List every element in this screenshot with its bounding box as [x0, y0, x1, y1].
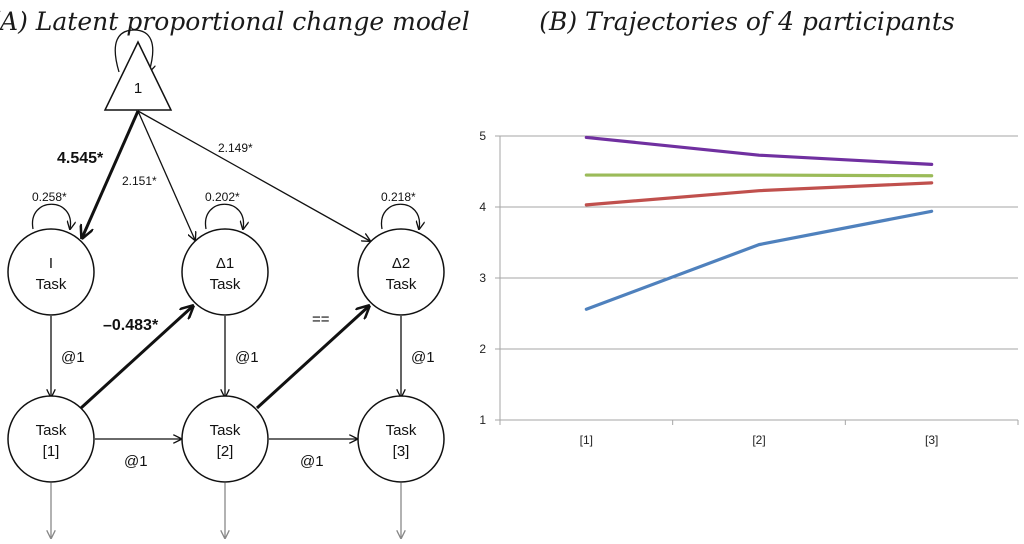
y-tick-label-2: 3: [479, 271, 486, 285]
node-task3-line1: Task: [386, 422, 417, 439]
panel-a: (A) Latent proportional change model 1 4…: [0, 7, 470, 538]
x-tick-label-0: [1]: [580, 433, 593, 447]
proportion-path-1: [79, 306, 193, 410]
node-delta2-line1: Δ2: [392, 255, 410, 272]
constant-variance-loop: [114, 29, 153, 72]
node-task1-line1: Task: [36, 422, 67, 439]
node-task3-line2: [3]: [393, 443, 410, 460]
chart-grid: [500, 135, 1018, 350]
node-task3: Task [3]: [357, 395, 445, 483]
proportion-1-label: –0.483*: [103, 317, 159, 334]
chart-axes: [495, 135, 1019, 425]
node-delta1-line2: Task: [210, 276, 241, 293]
node-delta1: Δ1 Task: [181, 228, 269, 316]
x-tick-label-2: [3]: [925, 433, 938, 447]
loading-i-label: @1: [61, 349, 85, 366]
loading-d1-label: @1: [235, 349, 259, 366]
panel-b-title: (B) Trajectories of 4 participants: [539, 7, 954, 36]
variance-loop-d2: [380, 203, 419, 229]
mean-path-d1: [137, 110, 195, 240]
autoregressive-23-label: @1: [300, 453, 324, 470]
variance-loop-d1: [204, 203, 243, 229]
series-line-2: [584, 181, 934, 207]
node-delta2: Δ2 Task: [357, 228, 445, 316]
y-tick-label-4: 5: [479, 129, 486, 143]
proportion-2-label: ==: [312, 311, 330, 328]
constant-triangle: 1: [103, 29, 173, 111]
node-task2-line2: [2]: [217, 443, 234, 460]
proportion-path-2: [255, 306, 369, 410]
mean-d2-label: 2.149*: [218, 141, 253, 155]
variance-loop-i: [31, 203, 70, 229]
node-intercept: I Task: [7, 228, 95, 316]
node-task1: Task [1]: [7, 395, 95, 483]
autoregressive-12-label: @1: [124, 453, 148, 470]
node-task2-line1: Task: [210, 422, 241, 439]
mean-d1-label: 2.151*: [122, 174, 157, 188]
series-line-1: [584, 173, 934, 178]
node-intercept-line1: I: [49, 255, 53, 272]
node-delta1-line1: Δ1: [216, 255, 234, 272]
y-tick-label-3: 4: [479, 200, 486, 214]
constant-triangle-shape: [103, 40, 173, 111]
y-tick-label-1: 2: [479, 342, 486, 356]
panel-a-title: (A) Latent proportional change model: [0, 7, 470, 36]
series-line-3: [584, 209, 934, 311]
variance-i-label: 0.258*: [32, 190, 67, 204]
mean-path-d2: [137, 110, 370, 241]
node-intercept-line2: Task: [36, 276, 67, 293]
panel-b: (B) Trajectories of 4 participants 1 2 3 4 5…: [479, 7, 1019, 447]
node-task1-line2: [1]: [43, 443, 60, 460]
y-tick-label-0: 1: [479, 413, 486, 427]
x-tick-label-1: [2]: [752, 433, 765, 447]
mean-i-label: 4.545*: [57, 150, 104, 167]
variance-d2-label: 0.218*: [381, 190, 416, 204]
constant-label: 1: [134, 80, 142, 97]
chart-ticks: 1 2 3 4 5 [1] [2] [3]: [479, 129, 938, 447]
variance-d1-label: 0.202*: [205, 190, 240, 204]
mean-path-i: [82, 110, 140, 238]
node-task2: Task [2]: [181, 395, 269, 483]
chart-lines: [584, 135, 934, 311]
node-delta2-line2: Task: [386, 276, 417, 293]
loading-d2-label: @1: [411, 349, 435, 366]
series-line-0: [584, 135, 934, 166]
